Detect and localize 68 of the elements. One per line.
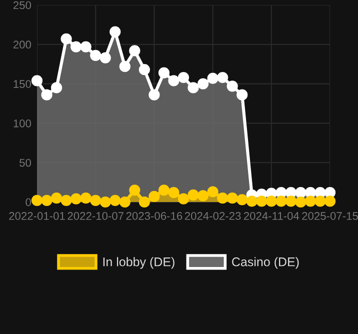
point: [285, 196, 296, 207]
point: [60, 194, 72, 206]
point: [226, 80, 238, 92]
point: [295, 186, 306, 198]
x-tick-label: 2025-07-15: [302, 212, 358, 220]
point: [158, 184, 170, 196]
point: [178, 193, 190, 204]
y-tick-label: 0: [26, 198, 32, 206]
point: [50, 82, 62, 94]
point: [90, 194, 102, 206]
x-tick-label: 2024-02-23: [184, 212, 241, 220]
point: [80, 192, 92, 204]
legend-label: In lobby (DE): [103, 257, 174, 269]
y-tick-label: 50: [20, 158, 32, 167]
x-tick-label: 2022-10-07: [68, 212, 124, 220]
point: [148, 89, 160, 100]
point: [70, 193, 82, 204]
x-tick-label: 2023-06-16: [126, 212, 182, 220]
point: [138, 64, 150, 76]
point: [197, 190, 209, 202]
point: [226, 192, 238, 204]
point: [50, 192, 62, 204]
point: [207, 72, 218, 84]
point: [31, 194, 43, 206]
point: [207, 186, 218, 198]
point: [138, 196, 150, 208]
point: [217, 72, 228, 84]
point: [110, 194, 121, 206]
point: [295, 196, 306, 208]
point: [100, 52, 111, 64]
point: [129, 184, 140, 196]
point: [217, 192, 228, 204]
point: [80, 41, 92, 52]
point: [119, 60, 130, 72]
y-tick-label: 250: [13, 1, 32, 10]
x-tick-label: 2024-11-04: [244, 212, 300, 220]
point: [314, 196, 326, 207]
point: [178, 72, 190, 84]
point: [324, 196, 336, 207]
point: [168, 75, 180, 86]
point: [197, 78, 209, 90]
point: [236, 89, 248, 100]
legend-label: Casino (DE): [232, 257, 299, 269]
y-tick-label: 200: [13, 40, 32, 49]
point: [110, 26, 121, 38]
point: [148, 190, 160, 202]
point: [41, 89, 52, 100]
point: [90, 50, 102, 61]
point: [60, 33, 72, 44]
point: [276, 196, 287, 207]
y-tick-label: 150: [14, 80, 32, 88]
point: [188, 189, 199, 200]
point: [41, 194, 52, 206]
point: [119, 196, 130, 208]
point: [31, 75, 43, 86]
y-tick-label: 100: [14, 119, 32, 128]
point: [188, 82, 199, 94]
point: [236, 194, 248, 206]
point: [256, 196, 268, 207]
point: [168, 186, 180, 198]
x-tick-label: 2022-01-01: [9, 212, 65, 220]
point: [304, 196, 316, 207]
point: [158, 67, 170, 78]
point: [266, 196, 277, 207]
point: [129, 45, 140, 56]
point: [100, 196, 111, 208]
point: [70, 41, 82, 52]
point: [246, 196, 258, 207]
